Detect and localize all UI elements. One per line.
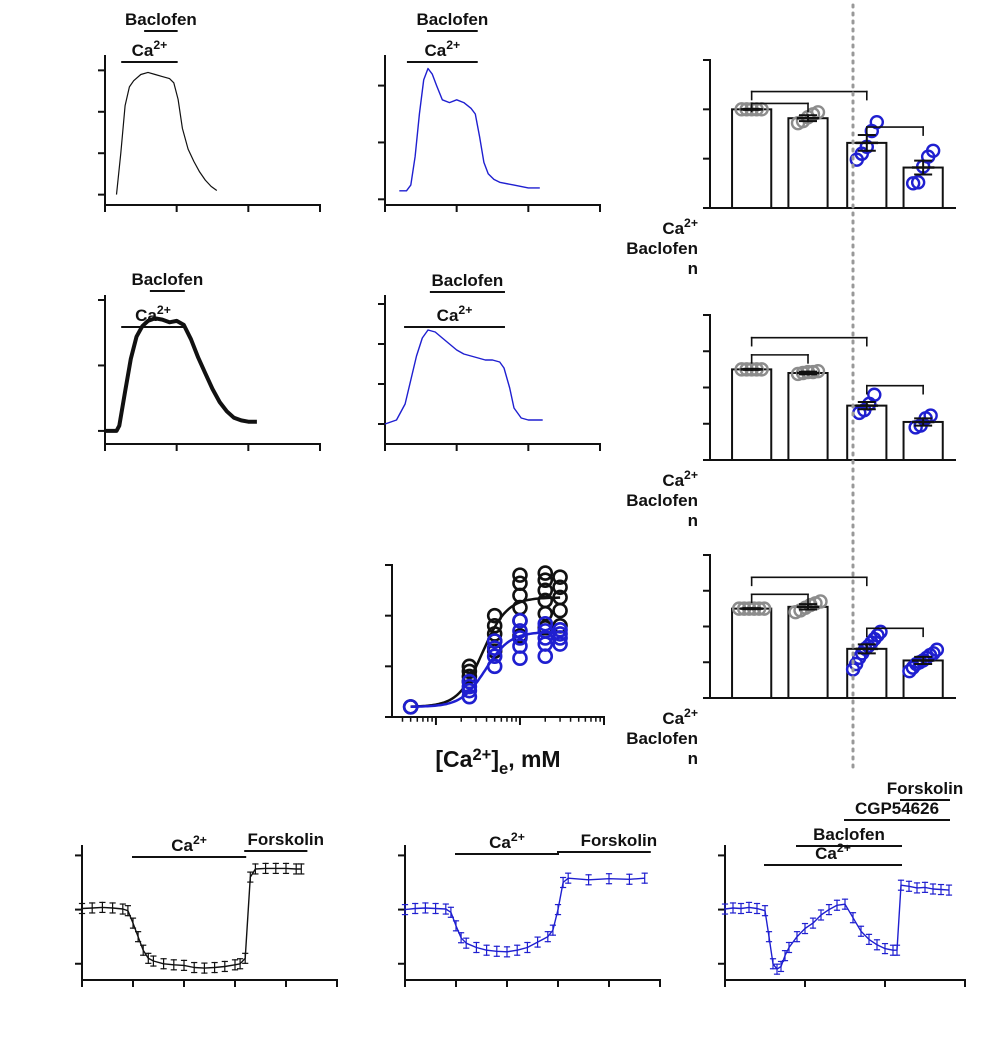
data-point — [552, 602, 568, 619]
data-trace — [384, 329, 543, 425]
bar — [731, 108, 773, 209]
treatment-label: Ca2+ — [424, 38, 460, 60]
x-axis-title: [Ca2+]e, mM — [435, 745, 560, 778]
data-point — [552, 569, 568, 585]
treatment-label: Ca2+ — [489, 830, 525, 852]
data-point — [461, 688, 478, 705]
panel-a: Baclofen Ca2+ — [98, 10, 321, 212]
treatment-label: Baclofen — [813, 825, 885, 844]
condition-row-label: n — [688, 259, 698, 278]
condition-row-label: Baclofen — [626, 491, 698, 510]
condition-row-label: n — [688, 749, 698, 768]
data-point — [537, 592, 554, 609]
panel-e: Baclofen Ca2+ — [378, 271, 601, 451]
treatment-label: Forskolin — [887, 779, 964, 798]
bar — [787, 117, 829, 209]
data-trace — [724, 884, 950, 970]
data-point — [537, 572, 554, 589]
condition-row-label: Ca2+ — [662, 706, 698, 728]
data-trace — [404, 877, 645, 953]
fit-curve — [410, 630, 561, 708]
data-point — [512, 638, 528, 654]
data-point — [552, 589, 568, 606]
treatment-label: Baclofen — [125, 10, 197, 29]
data-point — [537, 623, 554, 639]
bar — [731, 607, 773, 699]
condition-row-label: n — [688, 511, 698, 530]
data-trace — [399, 67, 540, 192]
condition-row-label: Baclofen — [626, 729, 698, 748]
condition-row-label: Baclofen — [626, 239, 698, 258]
bar — [731, 368, 773, 461]
data-point — [537, 565, 554, 581]
data-trace — [115, 71, 218, 195]
data-point — [486, 658, 503, 675]
treatment-label: Ca2+ — [437, 303, 473, 325]
data-point — [870, 628, 885, 643]
data-point — [910, 175, 926, 190]
treatment-label: Baclofen — [416, 10, 488, 29]
treatment-label: Baclofen — [131, 270, 203, 289]
data-point — [461, 678, 478, 695]
treatment-label: Baclofen — [432, 271, 504, 290]
data-point — [512, 630, 528, 646]
data-point — [486, 607, 503, 624]
bar — [787, 372, 829, 461]
panel-d: Baclofen Ca2+ — [98, 270, 321, 451]
panel-b: Baclofen Ca2+ — [378, 10, 601, 212]
treatment-label: Ca2+ — [132, 38, 168, 60]
data-point — [552, 579, 568, 596]
data-point — [461, 658, 478, 675]
condition-row-label: Ca2+ — [662, 468, 698, 490]
data-point — [461, 663, 478, 680]
treatment-label: Ca2+ — [171, 833, 207, 855]
data-point — [537, 615, 554, 632]
treatment-label: CGP54626 — [855, 799, 939, 818]
treatment-label: Ca2+ — [815, 841, 851, 863]
data-point — [873, 624, 888, 640]
data-point — [486, 617, 503, 634]
data-point — [461, 673, 478, 690]
panel-j: Ca2+ Forskolin — [398, 830, 661, 987]
data-point — [402, 699, 419, 715]
data-point — [512, 623, 528, 639]
treatment-label: Ca2+ — [135, 303, 171, 325]
data-point — [813, 594, 828, 609]
data-point — [869, 114, 884, 130]
data-point — [512, 567, 528, 583]
data-point — [867, 387, 882, 402]
data-trace — [81, 867, 302, 969]
data-point — [552, 622, 568, 638]
bar — [787, 605, 829, 700]
data-point — [486, 648, 503, 665]
treatment-label: Forskolin — [248, 830, 325, 849]
data-point — [486, 640, 503, 656]
treatment-label: Forskolin — [581, 831, 658, 850]
panel-i: Ca2+ Forskolin — [75, 830, 338, 987]
data-point — [486, 633, 503, 649]
data-point — [512, 612, 528, 629]
data-point — [512, 575, 528, 592]
data-point — [537, 582, 554, 599]
data-point — [929, 642, 945, 657]
data-point — [925, 143, 941, 158]
condition-row-label: Ca2+ — [662, 216, 698, 238]
data-trace — [105, 316, 257, 433]
panel-g: [Ca2+]e, mM — [385, 564, 605, 778]
